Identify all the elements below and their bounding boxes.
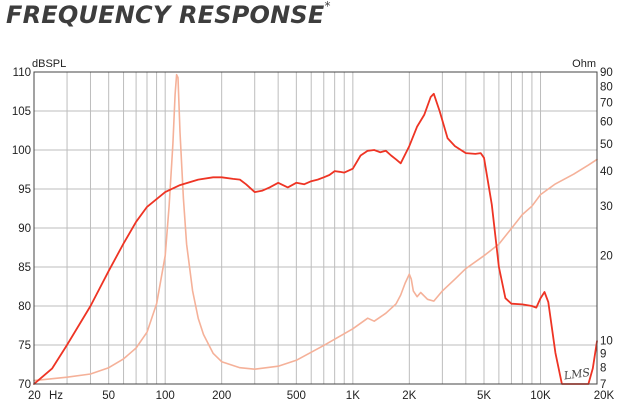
y-left-tick-label: 100	[12, 145, 31, 157]
y-right-tick-label: 8	[600, 363, 606, 375]
impedance-line	[33, 73, 598, 382]
y-left-tick-label: 85	[18, 262, 31, 274]
title-footnote-mark: *	[324, 0, 331, 13]
x-tick-label: 50	[102, 390, 115, 402]
y-left-axis-ticks: 70 75 80 85 90 95 100 105 110	[12, 67, 31, 391]
x-axis-ticks: 20 50 100 200 500 1K 2K 5K 10K 20K	[28, 390, 615, 402]
x-tick-label: 2K	[402, 390, 416, 402]
y-right-tick-label: 10	[600, 335, 613, 347]
y-right-tick-label: 7	[600, 379, 606, 391]
y-right-axis-label: Ohm	[572, 58, 596, 70]
y-left-tick-label: 80	[18, 301, 31, 313]
y-right-tick-label: 90	[600, 67, 613, 79]
y-left-tick-label: 75	[18, 340, 31, 352]
chart-title-text: FREQUENCY RESPONSE	[6, 1, 325, 29]
x-tick-label: 5K	[477, 390, 491, 402]
y-right-tick-label: 80	[600, 81, 613, 93]
grid	[34, 72, 597, 384]
y-right-tick-label: 20	[600, 251, 613, 263]
y-right-tick-label: 70	[600, 98, 613, 110]
x-tick-label: 200	[212, 390, 231, 402]
y-left-tick-label: 90	[18, 223, 31, 235]
chart-title: FREQUENCY RESPONSE*	[6, 0, 331, 29]
y-right-tick-label: 50	[600, 139, 613, 151]
x-axis-unit-label: Hz	[49, 390, 63, 402]
spl-line	[33, 92, 598, 385]
lms-watermark: LMS	[562, 366, 591, 383]
y-right-axis-ticks: 7 8 910 20 30 40 50 60 70 80 90	[600, 67, 613, 391]
x-tick-label: 100	[156, 390, 175, 402]
y-left-tick-label: 95	[18, 184, 31, 196]
y-right-tick-label: 9	[600, 348, 606, 360]
spl-series	[33, 92, 598, 385]
x-tick-label: 500	[287, 390, 306, 402]
y-right-tick-label: 60	[600, 117, 613, 129]
x-tick-label: 10K	[530, 390, 551, 402]
y-left-axis-label: dBSPL	[32, 58, 66, 70]
y-right-tick-label: 40	[600, 166, 613, 178]
y-left-tick-label: 110	[13, 67, 31, 79]
plot-frame	[33, 71, 598, 385]
impedance-series	[33, 73, 598, 382]
x-tick-label: 1K	[346, 390, 360, 402]
y-right-tick-label: 30	[600, 201, 613, 213]
y-left-tick-label: 70	[18, 379, 31, 391]
y-left-tick-label: 105	[12, 106, 31, 118]
x-tick-label: 20K	[594, 390, 615, 402]
x-tick-label: 20	[28, 390, 41, 402]
